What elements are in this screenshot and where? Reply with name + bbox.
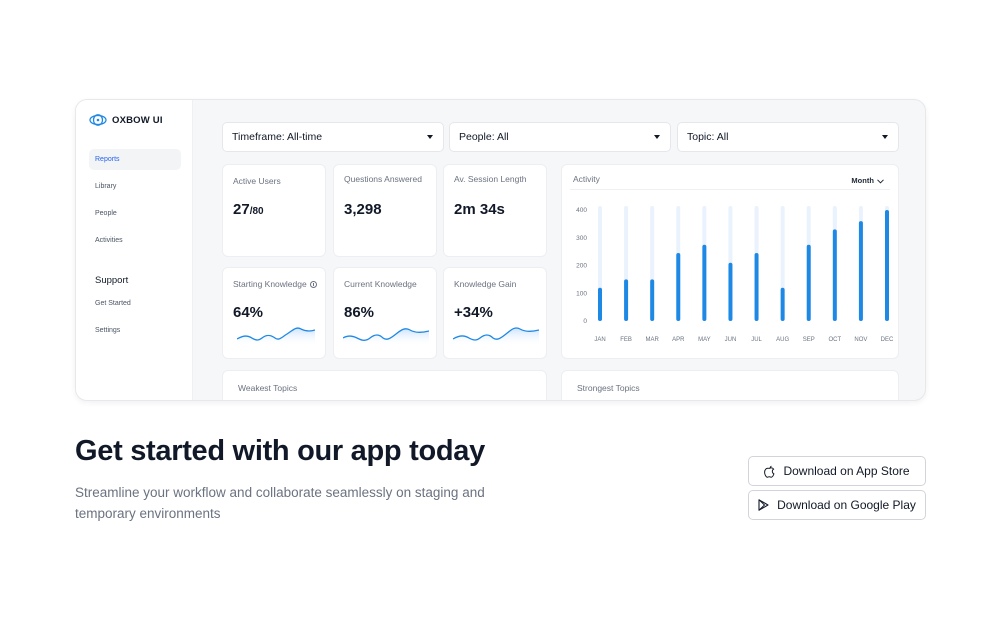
- bar-sep[interactable]: [806, 244, 811, 321]
- bar-nov[interactable]: [858, 221, 863, 321]
- chevron-down-icon: [877, 178, 884, 184]
- stat-value: +34%: [454, 304, 493, 321]
- chevron-down-icon: [882, 135, 888, 139]
- activity-title: Activity: [573, 174, 600, 184]
- x-tick-label: AUG: [776, 337, 789, 343]
- y-tick-label: 300: [576, 235, 587, 242]
- bar-jan[interactable]: [598, 287, 602, 321]
- sparkline: [237, 327, 315, 346]
- x-tick-label: OCT: [828, 337, 841, 343]
- y-tick-label: 400: [576, 207, 587, 214]
- chevron-down-icon: [654, 135, 660, 139]
- sidebar-item-settings[interactable]: Settings: [95, 327, 121, 334]
- sidebar-item-library[interactable]: Library: [95, 183, 117, 190]
- activity-card: Activity Month 400 300 200 100 0 JAN FEB MAR APR…: [561, 164, 899, 359]
- bar-mar[interactable]: [650, 279, 655, 321]
- stat-card-current-knowledge: Current Knowledge 86%: [333, 267, 437, 359]
- play-store-icon: [758, 499, 769, 511]
- sidebar-item-people[interactable]: People: [95, 210, 117, 217]
- strongest-topics-title: Strongest Topics: [577, 383, 640, 393]
- stat-card-active-users: Active Users 27/80: [222, 164, 326, 257]
- dashboard-preview: OXBOW UI Reports Library People Activiti…: [75, 99, 926, 401]
- weakest-topics-title: Weakest Topics: [238, 383, 298, 393]
- bar-jul[interactable]: [754, 253, 759, 321]
- bar-feb[interactable]: [624, 279, 629, 321]
- stat-value: 27/80: [233, 201, 264, 218]
- sidebar: OXBOW UI Reports Library People Activiti…: [76, 100, 193, 400]
- x-tick-label: NOV: [854, 337, 867, 343]
- stat-title: Starting Knowledge: [233, 279, 317, 289]
- x-tick-label: MAY: [698, 337, 711, 343]
- google-play-button-label: Download on Google Play: [777, 498, 916, 512]
- stat-title: Av. Session Length: [454, 174, 527, 184]
- stat-card-questions-answered: Questions Answered 3,298: [333, 164, 437, 257]
- chevron-down-icon: [427, 135, 433, 139]
- cta-title: Get started with our app today: [75, 435, 485, 467]
- people-select-label: People: All: [459, 131, 509, 143]
- topic-select[interactable]: Topic: All: [677, 122, 899, 152]
- stat-value: 3,298: [344, 201, 382, 218]
- strongest-topics-card: Strongest Topics: [561, 370, 899, 400]
- stat-card-knowledge-gain: Knowledge Gain +34%: [443, 267, 547, 359]
- stat-title: Active Users: [233, 176, 281, 186]
- stat-value: 86%: [344, 304, 375, 321]
- timeframe-select-label: Timeframe: All-time: [232, 131, 323, 143]
- sidebar-item-activities[interactable]: Activities: [95, 237, 123, 244]
- google-play-button[interactable]: Download on Google Play: [748, 490, 926, 520]
- period-select-label: Month: [851, 176, 874, 185]
- y-tick-label: 0: [583, 318, 587, 325]
- sidebar-item-reports[interactable]: Reports: [89, 149, 181, 170]
- y-tick-label: 200: [576, 263, 587, 270]
- cta-description: Streamline your workflow and collaborate…: [75, 485, 485, 521]
- support-heading: Support: [95, 275, 129, 286]
- main-panel: Timeframe: All-time People: All Topic: A…: [193, 100, 925, 400]
- topic-select-label: Topic: All: [687, 131, 729, 143]
- x-tick-label: JAN: [594, 337, 605, 343]
- x-tick-label: JUL: [751, 337, 762, 343]
- x-tick-label: DEC: [881, 337, 894, 343]
- people-select[interactable]: People: All: [449, 122, 671, 152]
- stat-value-sub: /80: [249, 206, 264, 217]
- sidebar-item-get-started[interactable]: Get Started: [95, 300, 131, 307]
- oxbow-logo-icon: [89, 114, 107, 126]
- stat-title: Current Knowledge: [344, 279, 417, 289]
- bar-oct[interactable]: [832, 229, 837, 321]
- bar-jun[interactable]: [728, 262, 733, 321]
- sparkline: [453, 327, 539, 346]
- stat-card-session-length: Av. Session Length 2m 34s: [443, 164, 547, 257]
- x-tick-label: APR: [672, 337, 685, 343]
- app-store-button[interactable]: Download on App Store: [748, 456, 926, 486]
- bar-aug[interactable]: [780, 287, 785, 321]
- period-select[interactable]: Month: [851, 176, 884, 185]
- activity-bar-chart: 400 300 200 100 0 JAN FEB MAR APR MAY JUN JUL AUG SEP…: [576, 206, 894, 343]
- brand-name: OXBOW UI: [112, 114, 163, 126]
- logo[interactable]: OXBOW UI: [89, 114, 163, 126]
- divider: [570, 189, 890, 190]
- stat-value: 2m 34s: [454, 201, 505, 218]
- apple-icon: [764, 465, 775, 478]
- x-tick-label: SEP: [803, 337, 815, 343]
- app-store-button-label: Download on App Store: [783, 464, 910, 478]
- bar-may[interactable]: [702, 244, 707, 321]
- bar-dec[interactable]: [885, 210, 889, 321]
- stat-card-starting-knowledge: Starting Knowledge 64%: [222, 267, 326, 359]
- x-tick-label: JUN: [725, 337, 737, 343]
- weakest-topics-card: Weakest Topics: [222, 370, 547, 400]
- sparkline: [343, 328, 429, 346]
- stat-title: Questions Answered: [344, 174, 422, 184]
- y-tick-label: 100: [576, 290, 587, 297]
- x-tick-label: MAR: [646, 337, 660, 343]
- bar-apr[interactable]: [676, 253, 681, 321]
- info-icon[interactable]: [309, 281, 317, 289]
- stat-value: 64%: [233, 304, 264, 321]
- timeframe-select[interactable]: Timeframe: All-time: [222, 122, 444, 152]
- x-tick-label: FEB: [620, 337, 632, 343]
- stat-title: Knowledge Gain: [454, 279, 517, 289]
